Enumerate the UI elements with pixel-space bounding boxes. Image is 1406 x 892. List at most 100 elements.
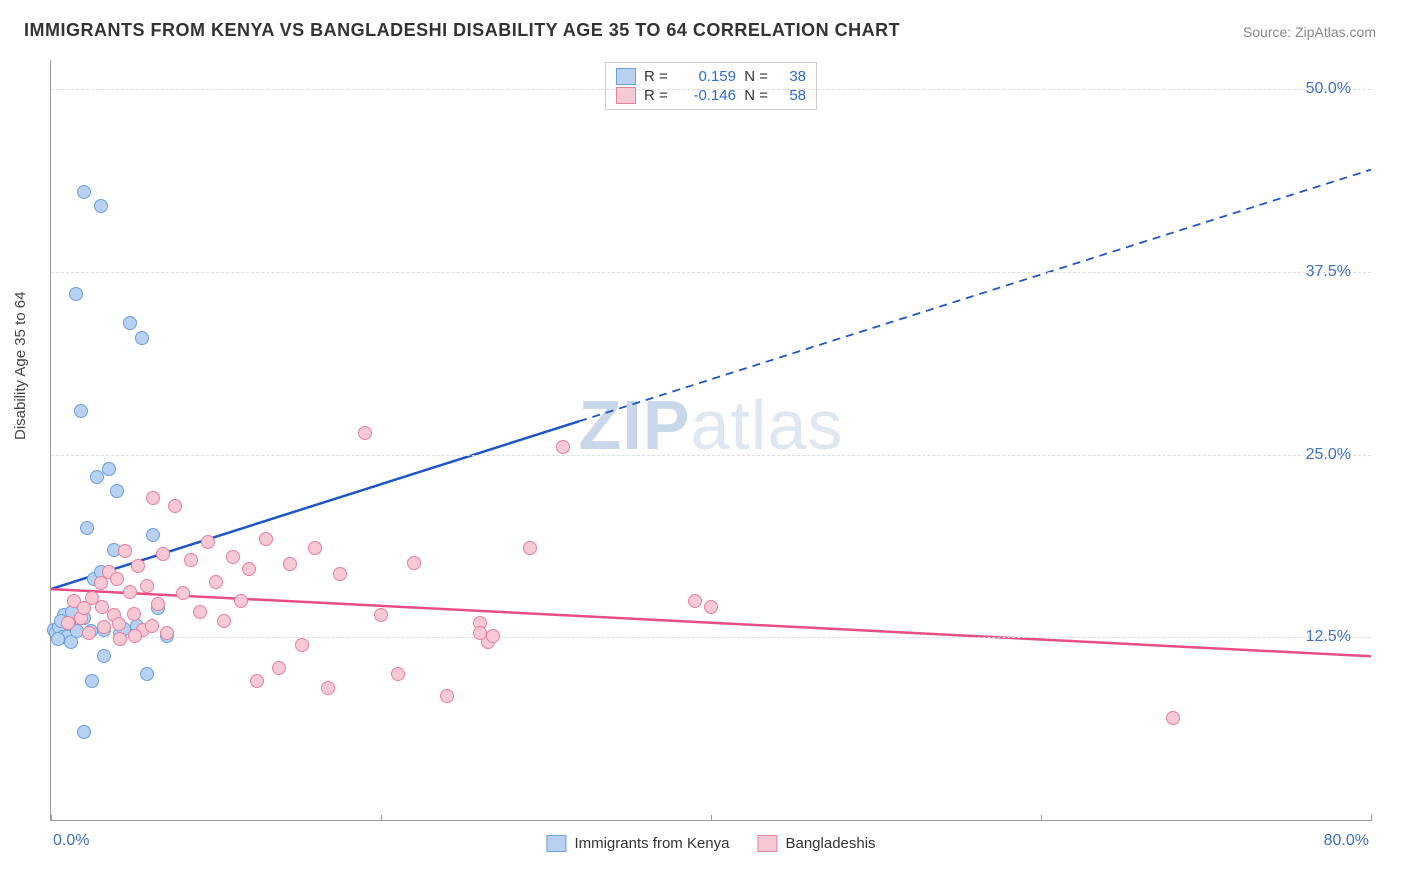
data-point	[77, 185, 91, 199]
y-tick-label: 50.0%	[1306, 80, 1351, 98]
source-attribution: Source: ZipAtlas.com	[1243, 24, 1376, 40]
scatter-plot-area: ZIPatlas R = 0.159 N = 38 R = -0.146 N =…	[50, 60, 1371, 821]
x-tick	[381, 815, 382, 821]
data-point	[688, 594, 702, 608]
data-point	[473, 626, 487, 640]
data-point	[51, 632, 65, 646]
data-point	[234, 594, 248, 608]
data-point	[201, 535, 215, 549]
data-point	[391, 667, 405, 681]
data-point	[146, 491, 160, 505]
gridline	[51, 637, 1371, 638]
data-point	[184, 553, 198, 567]
gridline	[51, 89, 1371, 90]
data-point	[283, 557, 297, 571]
data-point	[127, 607, 141, 621]
legend-n-label: N =	[744, 68, 768, 85]
data-point	[140, 667, 154, 681]
legend-swatch-bangladeshi	[757, 835, 777, 852]
x-tick	[1041, 815, 1042, 821]
data-point	[131, 559, 145, 573]
data-point	[123, 316, 137, 330]
data-point	[156, 547, 170, 561]
data-point	[97, 649, 111, 663]
data-point	[358, 426, 372, 440]
data-point	[556, 440, 570, 454]
data-point	[486, 629, 500, 643]
y-tick-label: 25.0%	[1306, 446, 1351, 464]
data-point	[61, 616, 75, 630]
data-point	[74, 404, 88, 418]
data-point	[145, 619, 159, 633]
data-point	[85, 674, 99, 688]
data-point	[146, 528, 160, 542]
data-point	[110, 572, 124, 586]
data-point	[272, 661, 286, 675]
data-point	[259, 532, 273, 546]
trend-lines-layer	[51, 60, 1371, 820]
data-point	[110, 484, 124, 498]
legend-swatch-kenya	[616, 68, 636, 85]
y-tick-label: 37.5%	[1306, 263, 1351, 281]
data-point	[123, 585, 137, 599]
data-point	[160, 626, 174, 640]
data-point	[176, 586, 190, 600]
x-tick	[1371, 815, 1372, 821]
legend-r-label: R =	[644, 68, 674, 85]
data-point	[295, 638, 309, 652]
data-point	[113, 632, 127, 646]
data-point	[440, 689, 454, 703]
data-point	[407, 556, 421, 570]
data-point	[168, 499, 182, 513]
legend-label: Immigrants from Kenya	[574, 835, 729, 852]
gridline	[51, 272, 1371, 273]
correlation-legend: R = 0.159 N = 38 R = -0.146 N = 58	[605, 62, 817, 110]
data-point	[242, 562, 256, 576]
legend-r-value: 0.159	[682, 68, 736, 85]
data-point	[97, 620, 111, 634]
trend-line-dashed	[579, 170, 1371, 422]
data-point	[704, 600, 718, 614]
data-point	[80, 521, 94, 535]
y-axis-title: Disability Age 35 to 64	[12, 292, 29, 440]
x-tick-label: 0.0%	[53, 832, 89, 850]
trend-line-solid	[51, 421, 579, 589]
data-point	[82, 626, 96, 640]
legend-row: R = 0.159 N = 38	[616, 67, 806, 86]
data-point	[1166, 711, 1180, 725]
data-point	[226, 550, 240, 564]
data-point	[374, 608, 388, 622]
data-point	[523, 541, 537, 555]
x-tick	[51, 815, 52, 821]
legend-item: Immigrants from Kenya	[546, 835, 729, 852]
data-point	[118, 544, 132, 558]
data-point	[209, 575, 223, 589]
x-tick-label: 80.0%	[1324, 832, 1369, 850]
data-point	[135, 331, 149, 345]
data-point	[217, 614, 231, 628]
data-point	[102, 462, 116, 476]
data-point	[69, 287, 83, 301]
data-point	[94, 576, 108, 590]
legend-item: Bangladeshis	[757, 835, 875, 852]
data-point	[151, 597, 165, 611]
watermark: ZIPatlas	[579, 385, 844, 465]
gridline	[51, 455, 1371, 456]
data-point	[95, 600, 109, 614]
y-tick-label: 12.5%	[1306, 628, 1351, 646]
data-point	[128, 629, 142, 643]
legend-n-value: 38	[776, 68, 806, 85]
legend-swatch-kenya	[546, 835, 566, 852]
data-point	[77, 725, 91, 739]
chart-title: IMMIGRANTS FROM KENYA VS BANGLADESHI DIS…	[24, 20, 900, 41]
data-point	[250, 674, 264, 688]
data-point	[321, 681, 335, 695]
legend-label: Bangladeshis	[785, 835, 875, 852]
x-tick	[711, 815, 712, 821]
data-point	[308, 541, 322, 555]
data-point	[140, 579, 154, 593]
data-point	[94, 199, 108, 213]
series-legend: Immigrants from Kenya Bangladeshis	[546, 835, 875, 852]
data-point	[112, 617, 126, 631]
data-point	[193, 605, 207, 619]
